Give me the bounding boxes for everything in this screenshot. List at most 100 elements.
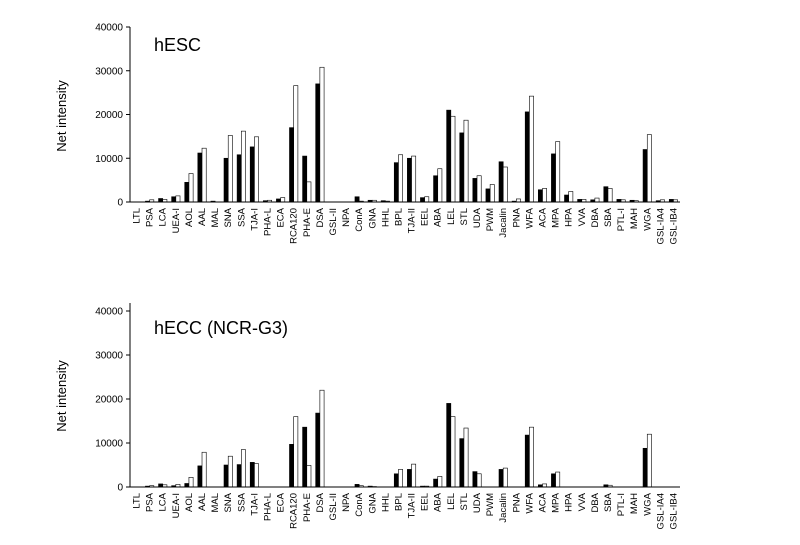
x-category-labels: LTL PSA LCA UEA-I AOL AAL MAL SNA SSA TJA-I PHA-L E… bbox=[132, 207, 680, 244]
x-category-label: Jacalin bbox=[498, 493, 509, 523]
x-category-label: MAH bbox=[629, 493, 640, 514]
bar bbox=[201, 451, 207, 488]
x-category-label: LCA bbox=[158, 207, 169, 226]
bar bbox=[459, 438, 465, 488]
panel-title: hECC (NCR-G3) bbox=[154, 318, 288, 338]
bar-group bbox=[145, 389, 652, 488]
x-category-label: PHA-E bbox=[302, 493, 313, 522]
bar bbox=[319, 389, 325, 488]
y-tick-label: 20000 bbox=[95, 110, 123, 121]
x-category-label: GNA bbox=[367, 492, 378, 513]
x-category-label: PWM bbox=[485, 493, 496, 516]
x-category-label: ConA bbox=[354, 492, 365, 516]
panel-hesc: Net intensity hESC 0 10000 20000 30000 40000… bbox=[54, 23, 680, 244]
bar bbox=[433, 478, 439, 488]
bar bbox=[551, 473, 556, 488]
bar bbox=[529, 95, 534, 203]
bar bbox=[241, 130, 246, 203]
y-tick-label: 0 bbox=[117, 198, 123, 209]
x-category-label: PNA bbox=[511, 492, 522, 512]
bar bbox=[542, 188, 547, 203]
bar bbox=[293, 416, 299, 488]
bar bbox=[529, 426, 534, 488]
bar bbox=[502, 467, 508, 488]
bar bbox=[398, 469, 403, 488]
x-category-label: UDA bbox=[472, 492, 483, 513]
bar bbox=[306, 465, 312, 488]
x-category-label: SNA bbox=[223, 207, 234, 227]
x-category-label: TJA-II bbox=[407, 208, 418, 233]
bar bbox=[489, 184, 495, 203]
x-category-label: ECA bbox=[276, 492, 287, 512]
x-category-label: BPL bbox=[393, 493, 404, 511]
bar bbox=[407, 157, 412, 203]
bar bbox=[241, 449, 246, 488]
bar bbox=[498, 469, 504, 488]
x-category-label: SSA bbox=[236, 492, 247, 512]
bar bbox=[411, 155, 417, 203]
bar bbox=[184, 483, 190, 488]
x-category-label: WGA bbox=[642, 207, 653, 230]
x-category-label: EEL bbox=[420, 493, 431, 511]
panel-hecc: Net intensity hECC (NCR-G3) 0 10000 20000 3… bbox=[54, 303, 680, 529]
x-category-label: STL bbox=[459, 208, 470, 225]
x-category-label: PTL-I bbox=[616, 493, 627, 516]
x-category-label: TJA-I bbox=[249, 493, 260, 516]
x-category-label: AAL bbox=[197, 493, 208, 511]
bar bbox=[568, 191, 574, 203]
x-category-label: DSA bbox=[315, 207, 326, 227]
y-tick-label: 0 bbox=[117, 483, 123, 494]
y-tick-label: 40000 bbox=[95, 307, 123, 318]
bar bbox=[227, 135, 233, 203]
y-tick-label: 10000 bbox=[95, 439, 123, 450]
y-tick-label: 30000 bbox=[95, 351, 123, 362]
x-category-label: AAL bbox=[197, 208, 208, 226]
bar bbox=[289, 127, 294, 203]
x-category-label: GSL-II bbox=[328, 208, 339, 235]
x-category-label: PHA-L bbox=[263, 208, 274, 236]
bar bbox=[158, 198, 164, 203]
bar bbox=[407, 469, 412, 488]
bar bbox=[249, 462, 255, 488]
x-category-label: TJA-I bbox=[249, 208, 260, 231]
bar bbox=[524, 111, 530, 203]
x-category-label: UEA-I bbox=[171, 208, 182, 233]
bar bbox=[450, 416, 456, 488]
bar bbox=[197, 152, 203, 203]
x-category-label: PTL-I bbox=[616, 208, 627, 231]
bar bbox=[437, 476, 443, 488]
x-category-label: WGA bbox=[642, 492, 653, 515]
x-category-label: RCA120 bbox=[289, 208, 300, 244]
x-category-label: GSL-IA4 bbox=[655, 493, 666, 529]
bar bbox=[354, 196, 360, 203]
bar bbox=[564, 194, 569, 203]
x-category-label: LCA bbox=[158, 492, 169, 511]
bar bbox=[459, 132, 465, 203]
x-category-label: STL bbox=[459, 493, 470, 510]
bar bbox=[188, 173, 194, 203]
y-ticks: 0 10000 20000 30000 40000 bbox=[95, 23, 130, 209]
bar bbox=[188, 477, 194, 488]
x-category-label: GSL-IB4 bbox=[668, 208, 679, 244]
y-tick-label: 30000 bbox=[95, 66, 123, 77]
bar bbox=[433, 175, 439, 203]
bar bbox=[551, 153, 556, 203]
y-axis-label: Net intensity bbox=[54, 80, 69, 152]
bar-group bbox=[145, 66, 678, 203]
bar bbox=[223, 464, 229, 488]
x-category-label: LTL bbox=[132, 208, 143, 224]
bar bbox=[642, 447, 648, 488]
x-category-label: HHL bbox=[380, 208, 391, 227]
x-category-label: DBA bbox=[590, 492, 601, 512]
x-category-label: PHA-E bbox=[302, 208, 313, 237]
bar bbox=[642, 149, 648, 203]
bar bbox=[398, 154, 403, 203]
x-category-label: BPL bbox=[393, 208, 404, 226]
x-category-label: LEL bbox=[446, 493, 457, 510]
x-category-label: WFA bbox=[524, 492, 535, 513]
bar bbox=[472, 471, 478, 488]
x-category-label: PNA bbox=[511, 207, 522, 227]
x-category-label: MPA bbox=[551, 207, 562, 228]
x-category-label: PWM bbox=[485, 208, 496, 231]
bar bbox=[306, 181, 312, 203]
